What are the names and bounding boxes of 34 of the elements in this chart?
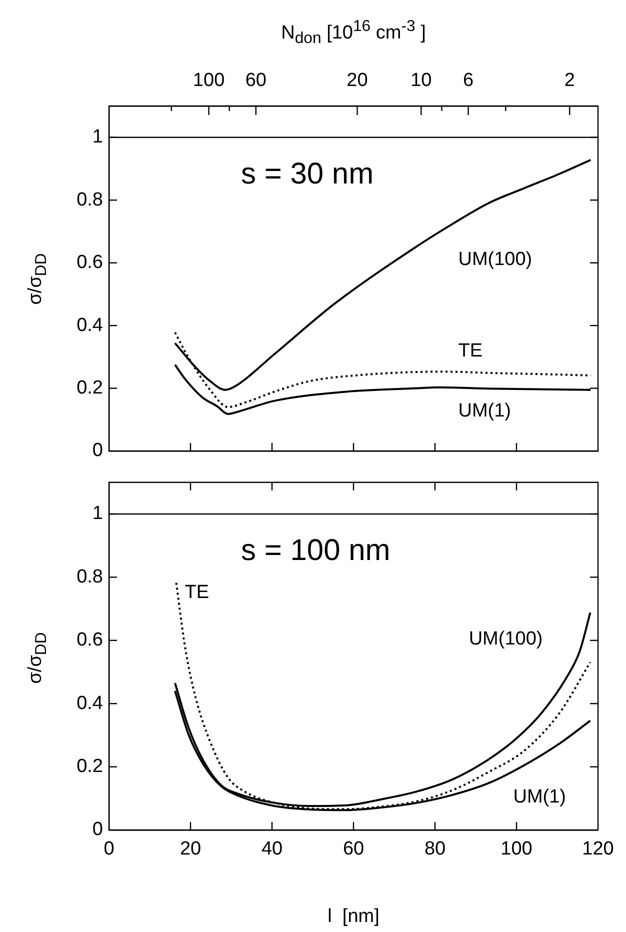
x-tick-label: 40 bbox=[261, 838, 283, 860]
series-label: UM(100) bbox=[458, 248, 532, 270]
annotation: s = 30 nm bbox=[241, 157, 374, 190]
y-tick-label: 1 bbox=[92, 126, 103, 148]
y-tick-label: 0.2 bbox=[76, 756, 103, 778]
x2-tick-label: 10 bbox=[410, 70, 432, 91]
y-tick-label: 0.2 bbox=[76, 378, 103, 399]
x-axis-title: l [nm] bbox=[328, 906, 380, 927]
x2-tick-label: 100 bbox=[192, 70, 225, 91]
x2-tick-label: 2 bbox=[564, 70, 575, 91]
annotation: s = 100 nm bbox=[241, 534, 390, 568]
series-label: TE bbox=[184, 582, 210, 604]
y-tick-label: 0.4 bbox=[76, 314, 104, 336]
x-tick-label: 100 bbox=[500, 838, 532, 860]
y-tick-label: 0 bbox=[92, 819, 103, 840]
y-tick-label: 0.6 bbox=[76, 630, 103, 651]
y-tick-label: 0.8 bbox=[76, 189, 103, 210]
series-label: UM(1) bbox=[513, 786, 566, 808]
y-tick-label: 1 bbox=[92, 503, 103, 524]
series-label: UM(1) bbox=[458, 400, 512, 422]
series-label: UM(100) bbox=[468, 628, 543, 650]
series-label: TE bbox=[458, 340, 483, 362]
x-tick-label: 120 bbox=[582, 838, 614, 860]
x-tick-label: 80 bbox=[424, 838, 446, 860]
x2-tick-label: 6 bbox=[462, 70, 474, 91]
y-tick-label: 0.6 bbox=[76, 252, 103, 274]
x-tick-label: 20 bbox=[180, 838, 202, 860]
x2-tick-label: 60 bbox=[245, 70, 266, 91]
y-tick-label: 0.8 bbox=[76, 566, 103, 588]
x2-tick-label: 20 bbox=[346, 70, 368, 91]
x-tick-label: 60 bbox=[342, 838, 364, 860]
x2-axis-title: N$_{don}$ [10$^{16}$ cm$^{-3}$ ] bbox=[281, 18, 426, 48]
y-tick-label: 0 bbox=[92, 440, 103, 462]
y-tick-label: 0.4 bbox=[76, 692, 104, 714]
